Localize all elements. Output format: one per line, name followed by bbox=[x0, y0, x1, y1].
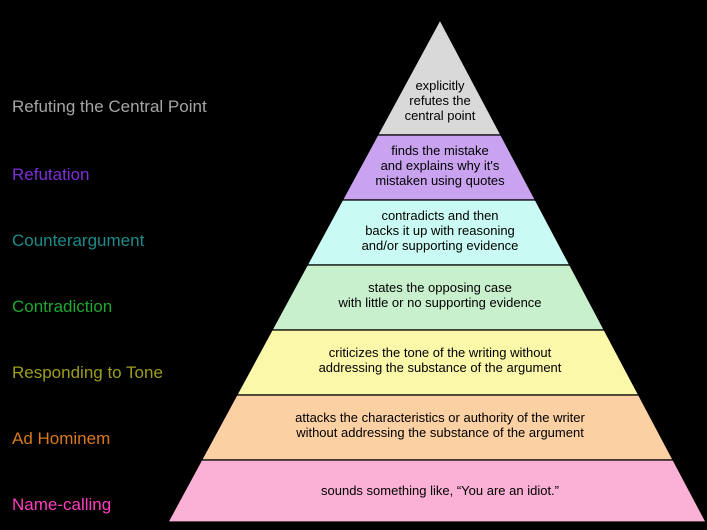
level-description-1: finds the mistakeand explains why it'smi… bbox=[375, 143, 505, 188]
level-description-2: contradicts and thenbacks it up with rea… bbox=[362, 208, 519, 253]
level-label-4: Responding to Tone bbox=[12, 363, 163, 383]
level-label-6: Name-calling bbox=[12, 495, 111, 515]
level-description-3: states the opposing casewith little or n… bbox=[337, 280, 541, 310]
disagreement-pyramid: explicitlyrefutes thecentral pointfinds … bbox=[0, 0, 707, 530]
level-label-2: Counterargument bbox=[12, 231, 144, 251]
level-label-1: Refutation bbox=[12, 165, 90, 185]
level-label-0: Refuting the Central Point bbox=[12, 97, 207, 117]
level-label-5: Ad Hominem bbox=[12, 429, 110, 449]
level-description-6: sounds something like, “You are an idiot… bbox=[321, 483, 559, 498]
level-label-3: Contradiction bbox=[12, 297, 112, 317]
level-description-5: attacks the characteristics or authority… bbox=[295, 410, 585, 440]
level-description-4: criticizes the tone of the writing witho… bbox=[319, 345, 562, 375]
